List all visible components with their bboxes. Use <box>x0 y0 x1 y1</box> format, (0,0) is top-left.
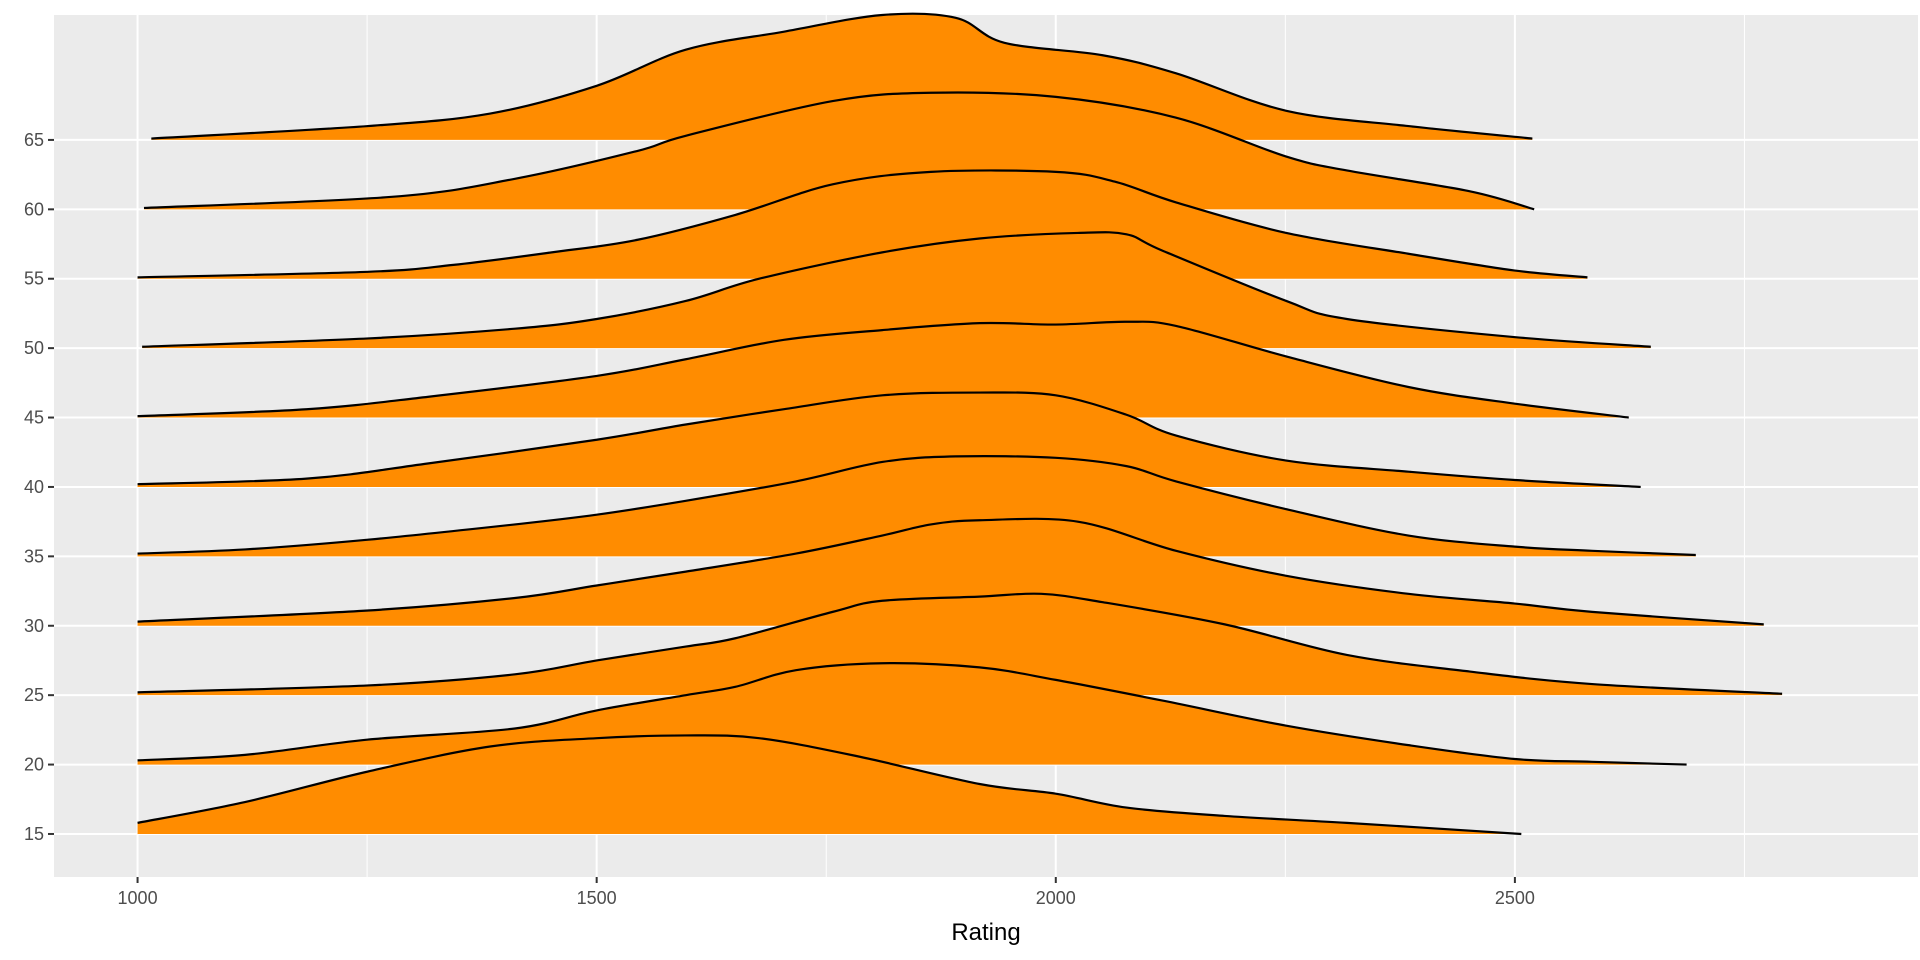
ridge-line <box>137 169 1588 279</box>
y-tick-label: 20 <box>24 755 44 775</box>
ridge-line <box>137 455 1696 557</box>
ridge-fill <box>137 735 1522 834</box>
x-tick-label: 2500 <box>1495 888 1535 908</box>
ridge-20 <box>137 662 1687 766</box>
ridge-15 <box>137 734 1522 836</box>
ridge-65 <box>151 12 1533 140</box>
ridge-line <box>151 12 1533 140</box>
ridge-line <box>137 734 1522 836</box>
ridge-45 <box>137 320 1629 419</box>
ridge-fill <box>137 456 1696 557</box>
y-tick-label: 45 <box>24 408 44 428</box>
x-tick-label: 1000 <box>118 888 158 908</box>
ridge-line <box>137 391 1641 489</box>
y-tick-label: 60 <box>24 199 44 219</box>
x-tick-label: 1500 <box>577 888 617 908</box>
ridge-line <box>137 592 1783 695</box>
ridge-line <box>137 517 1764 626</box>
y-tick-label: 25 <box>24 685 44 705</box>
y-tick-label: 15 <box>24 824 44 844</box>
y-axis: 15 20 25 30 35 40 45 50 55 60 65 <box>24 130 54 844</box>
ridge-50 <box>142 231 1651 349</box>
ridge-fill <box>142 232 1651 349</box>
ridge-fill <box>137 170 1588 279</box>
ridge-fill <box>137 663 1687 765</box>
ridges <box>137 12 1783 836</box>
ridge-35 <box>137 455 1696 557</box>
y-tick-label: 50 <box>24 338 44 358</box>
ridge-fill <box>137 392 1641 487</box>
ridge-fill <box>151 13 1533 140</box>
y-tick-label: 35 <box>24 546 44 566</box>
ridge-fill <box>137 321 1629 418</box>
y-tick-label: 40 <box>24 477 44 497</box>
y-tick-label: 55 <box>24 269 44 289</box>
ridge-line <box>137 320 1629 419</box>
x-axis: 1000 1500 2000 2500 <box>118 877 1535 908</box>
ridge-fill <box>137 518 1764 626</box>
ridge-30 <box>137 517 1764 626</box>
x-axis-title: Rating <box>951 919 1020 946</box>
ridge-55 <box>137 169 1588 279</box>
y-tick-label: 65 <box>24 130 44 150</box>
y-tick-label: 30 <box>24 616 44 636</box>
x-tick-label: 2000 <box>1036 888 1076 908</box>
ridge-25 <box>137 592 1783 696</box>
ridge-40 <box>137 391 1641 489</box>
ridge-line <box>137 662 1687 766</box>
ridge-line <box>142 231 1651 348</box>
ridge-60 <box>143 91 1535 211</box>
ridge-line <box>143 91 1535 211</box>
